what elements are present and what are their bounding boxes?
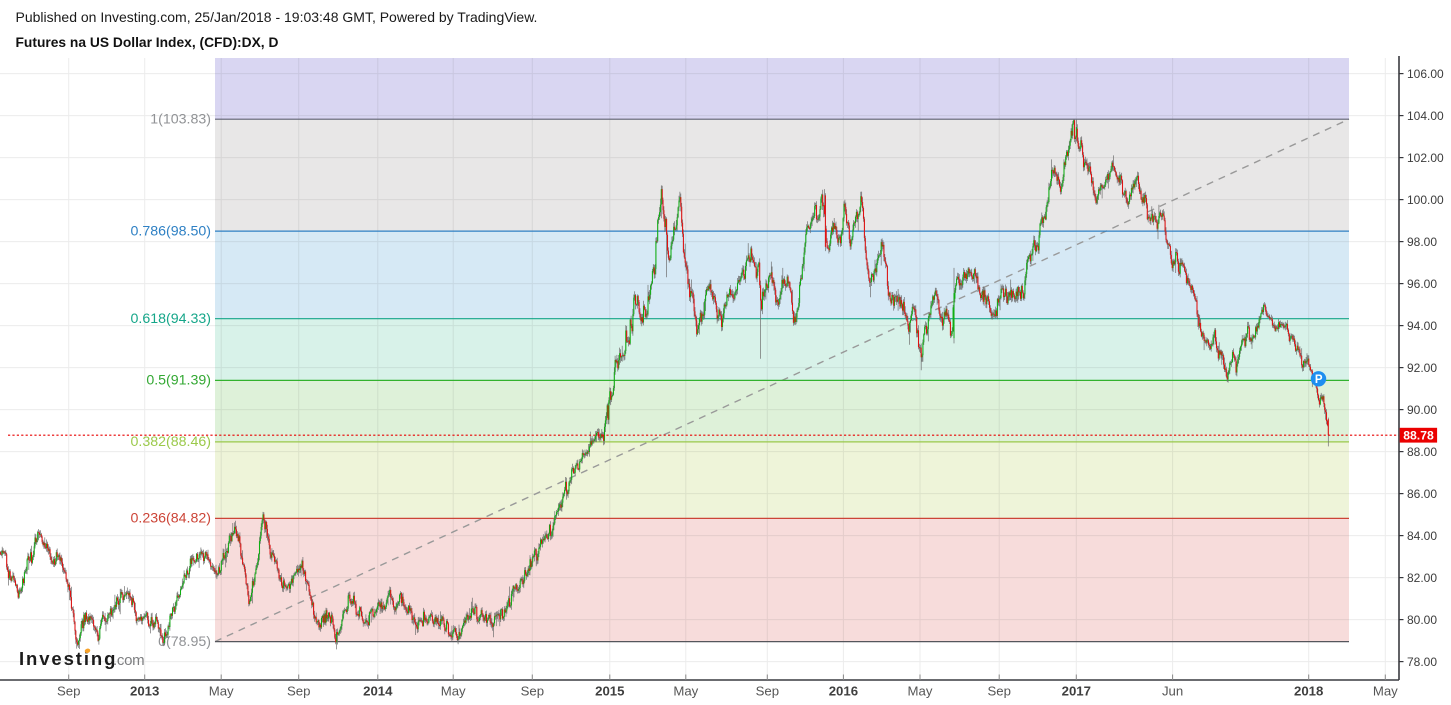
svg-text:106.00: 106.00 [1407,67,1444,81]
svg-text:98.00: 98.00 [1407,235,1437,249]
svg-text:May: May [908,684,933,699]
svg-text:0.786(98.50): 0.786(98.50) [131,223,211,239]
svg-text:104.00: 104.00 [1407,109,1444,123]
svg-text:0.5(91.39): 0.5(91.39) [146,373,211,389]
svg-text:.com: .com [113,652,144,669]
svg-text:Futures na US Dollar Index, (C: Futures na US Dollar Index, (CFD):DX, D [16,35,279,50]
svg-text:0.618(94.33): 0.618(94.33) [131,311,211,327]
svg-text:2017: 2017 [1062,684,1091,699]
svg-text:0(78.95): 0(78.95) [158,634,211,650]
svg-text:May: May [1373,684,1398,699]
svg-text:Sep: Sep [287,684,310,699]
svg-text:May: May [673,684,698,699]
svg-text:0.382(88.46): 0.382(88.46) [131,434,211,450]
svg-text:82.00: 82.00 [1407,571,1437,585]
svg-text:May: May [441,684,466,699]
svg-text:1(103.83): 1(103.83) [150,111,211,127]
svg-text:96.00: 96.00 [1407,277,1437,291]
svg-text:Published on Investing.com, 25: Published on Investing.com, 25/Jan/2018 … [16,9,538,25]
svg-text:2015: 2015 [595,684,624,699]
svg-text:Sep: Sep [756,684,779,699]
svg-text:2014: 2014 [363,684,393,699]
svg-text:102.00: 102.00 [1407,151,1444,165]
svg-text:86.00: 86.00 [1407,487,1437,501]
svg-text:92.00: 92.00 [1407,361,1437,375]
svg-text:Sep: Sep [987,684,1010,699]
svg-text:2013: 2013 [130,684,159,699]
svg-text:84.00: 84.00 [1407,529,1437,543]
svg-text:0.236(84.82): 0.236(84.82) [131,511,211,527]
svg-text:Jun: Jun [1162,684,1183,699]
svg-text:88.78: 88.78 [1403,429,1434,443]
svg-text:May: May [209,684,234,699]
svg-text:100.00: 100.00 [1407,193,1444,207]
svg-text:Sep: Sep [57,684,80,699]
svg-text:90.00: 90.00 [1407,403,1437,417]
svg-text:2016: 2016 [829,684,858,699]
svg-text:2018: 2018 [1294,684,1323,699]
svg-text:78.00: 78.00 [1407,655,1437,669]
svg-text:Investing: Investing [19,648,117,669]
svg-text:94.00: 94.00 [1407,319,1437,333]
svg-text:Sep: Sep [521,684,544,699]
svg-text:88.00: 88.00 [1407,445,1437,459]
svg-text:80.00: 80.00 [1407,613,1437,627]
svg-text:P: P [1315,374,1323,386]
